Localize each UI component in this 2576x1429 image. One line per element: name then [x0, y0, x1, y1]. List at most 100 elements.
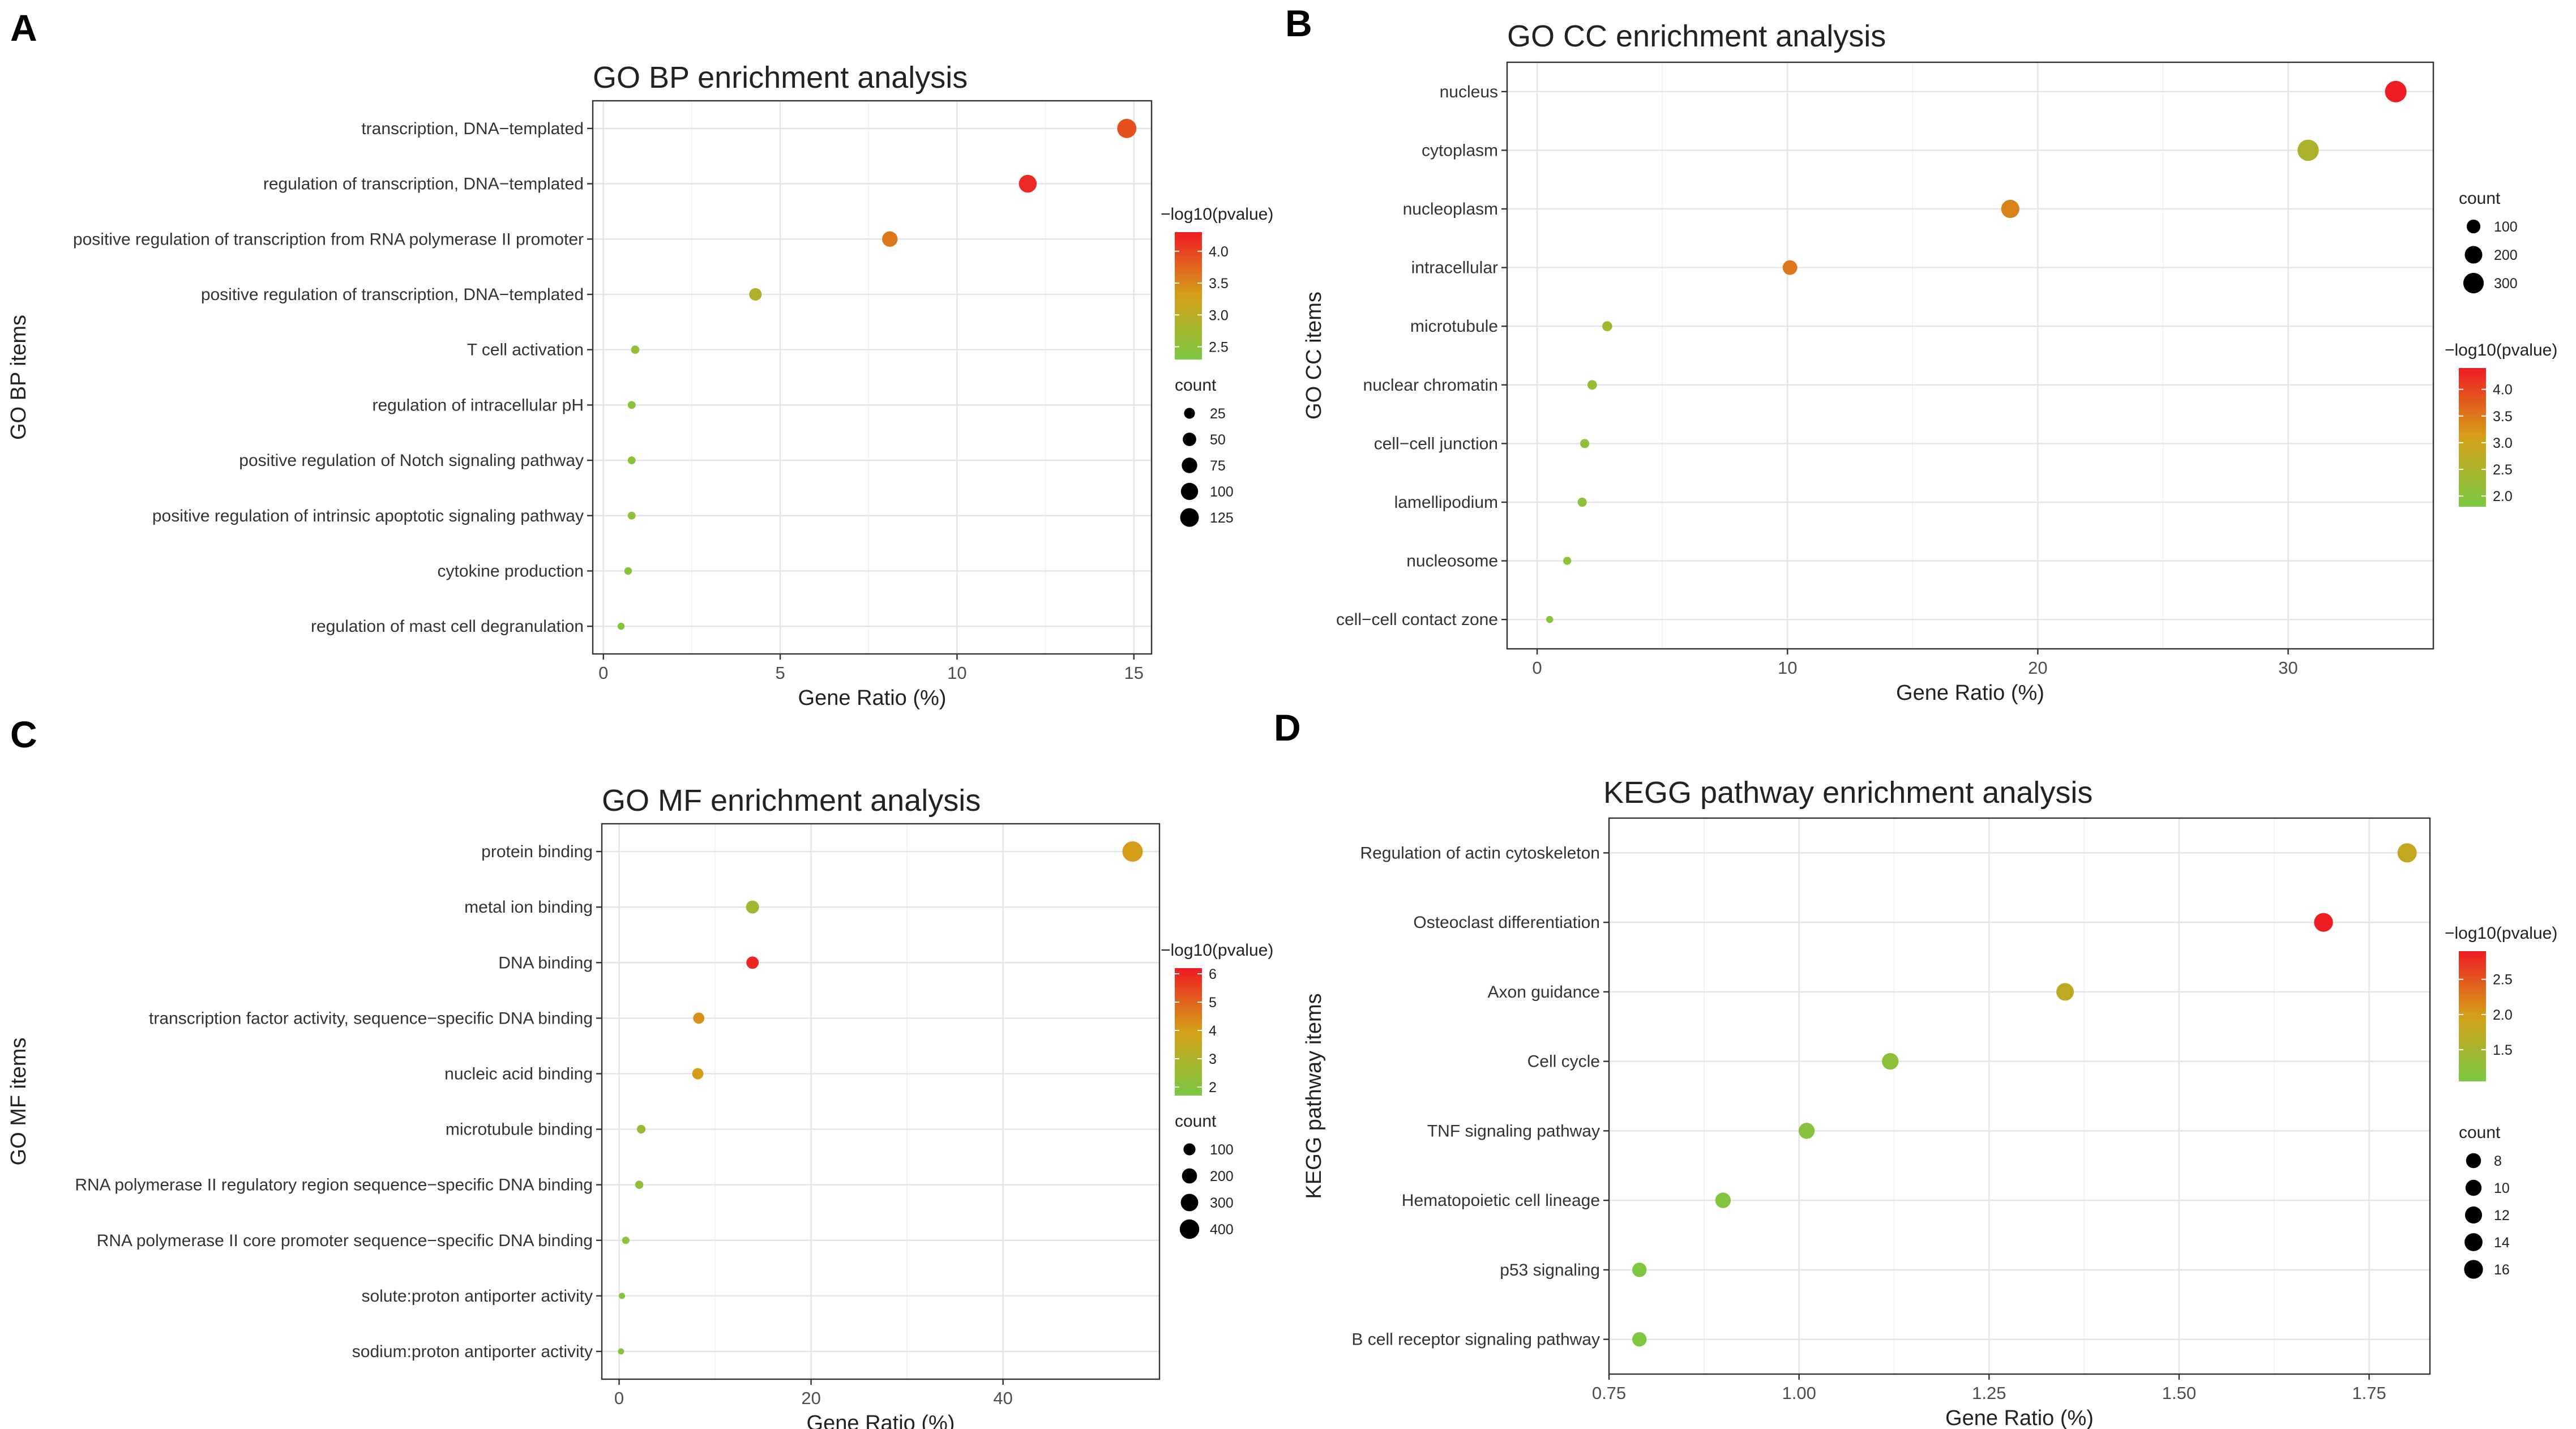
go-cc-x-tick-label: 0 [1532, 658, 1542, 678]
kegg-x-tick-label: 1.75 [2352, 1383, 2386, 1403]
go-cc-category-label: nucleus [1440, 83, 1498, 101]
go-bp-size-legend-title: count [1175, 376, 1217, 395]
go-cc-x-tick-label: 30 [2278, 658, 2297, 678]
kegg-category-label: Axon guidance [1488, 983, 1601, 1002]
go-mf-y-axis-title: GO MF items [7, 1038, 31, 1166]
go-cc-point [1602, 321, 1612, 332]
go-cc-category-label: cytoplasm [1422, 141, 1498, 160]
go-cc-size-legend-label: 300 [2494, 276, 2518, 292]
go-mf-x-axis-title: Gene Ratio (%) [807, 1411, 955, 1429]
kegg-x-tick-label: 1.25 [1972, 1383, 2006, 1403]
go-bp-size-legend-dot [1184, 408, 1195, 419]
go-cc-point [2385, 80, 2407, 102]
chart-go-mf: GO MF enrichment analysis 0 20 40 protein bi… [7, 784, 1273, 1429]
kegg-point [2314, 913, 2333, 932]
kegg-colorbar-label: 2.5 [2493, 972, 2513, 988]
go-bp-category-label: transcription, DNA−templated [361, 119, 584, 138]
go-bp-point [617, 622, 625, 630]
chart-go-cc: GO CC enrichment analysis 0 10 20 30 nucleus c… [1302, 19, 2557, 705]
go-cc-category-label: nuclear chromatin [1363, 376, 1498, 395]
go-mf-size-legend-label: 100 [1210, 1142, 1234, 1158]
go-mf-x-tick-label: 0 [614, 1388, 624, 1408]
kegg-colorbar [2459, 951, 2486, 1081]
go-mf-colorbar-label: 4 [1209, 1023, 1217, 1039]
go-bp-x-tick-label: 15 [1124, 663, 1144, 683]
kegg-size-legend-dot [2464, 1260, 2483, 1279]
go-bp-point [627, 401, 636, 409]
go-bp-category-label: regulation of mast cell degranulation [311, 617, 584, 636]
kegg-colorbar-label: 1.5 [2493, 1042, 2513, 1058]
go-cc-category-label: intracellular [1411, 259, 1498, 277]
go-bp-colorbar-label: 4.0 [1209, 244, 1229, 260]
kegg-y-axis-title: KEGG pathway items [1302, 993, 1326, 1199]
go-cc-point [1587, 380, 1597, 390]
go-cc-size-legend-label: 200 [2494, 247, 2518, 263]
go-cc-point [1546, 615, 1554, 623]
go-cc-category-label: cell−cell contact zone [1336, 610, 1498, 629]
go-cc-color-legend-title: −log10(pvalue) [2445, 341, 2557, 360]
go-bp-plot-border [592, 100, 1153, 655]
go-mf-category-label: sodium:proton antiporter activity [352, 1342, 593, 1361]
kegg-size-legend-dot [2464, 1206, 2483, 1224]
panel-letter-c: C [10, 713, 37, 755]
go-mf-colorbar-label: 3 [1209, 1051, 1217, 1067]
kegg-size-legend-label: 12 [2494, 1208, 2510, 1223]
go-bp-point [1117, 118, 1137, 138]
go-bp-title: GO BP enrichment analysis [593, 61, 968, 95]
go-bp-point [627, 456, 636, 465]
go-cc-point [1577, 497, 1587, 507]
kegg-point [1632, 1332, 1647, 1347]
go-mf-size-legend-dot [1180, 1193, 1199, 1212]
go-mf-size-legend-label: 300 [1210, 1195, 1234, 1211]
go-cc-point [1580, 439, 1590, 448]
go-bp-point [882, 231, 898, 247]
go-cc-size-legend-dot [2466, 219, 2481, 234]
go-mf-point [693, 1012, 705, 1024]
go-bp-x-tick-label: 0 [598, 663, 608, 683]
go-mf-point [635, 1180, 644, 1189]
go-mf-size-legend-label: 400 [1210, 1222, 1234, 1238]
go-cc-colorbar-label: 2.0 [2493, 489, 2513, 504]
kegg-size-legend-title: count [2459, 1123, 2501, 1142]
go-mf-category-label: DNA binding [498, 953, 593, 972]
go-mf-category-label: metal ion binding [464, 898, 593, 917]
go-mf-colorbar-label: 5 [1209, 995, 1217, 1011]
go-bp-category-label: regulation of transcription, DNA−templat… [263, 175, 584, 194]
go-bp-x-tick-label: 10 [947, 663, 966, 683]
go-mf-size-legend-label: 200 [1210, 1169, 1234, 1184]
go-mf-point [1122, 841, 1143, 862]
kegg-colorbar-label: 2.0 [2493, 1007, 2513, 1023]
kegg-category-label: Hematopoietic cell lineage [1402, 1191, 1600, 1210]
go-cc-title: GO CC enrichment analysis [1507, 19, 1886, 53]
go-bp-point [627, 511, 636, 520]
go-bp-point [749, 288, 762, 301]
kegg-color-legend-title: −log10(pvalue) [2445, 924, 2557, 943]
go-bp-category-label: positive regulation of transcription fro… [73, 230, 584, 249]
go-mf-point [619, 1293, 626, 1299]
go-cc-colorbar-label: 4.0 [2493, 382, 2513, 398]
go-mf-category-label: RNA polymerase II core promoter sequence… [97, 1231, 593, 1250]
go-bp-size-legend-label: 75 [1210, 458, 1226, 474]
go-cc-colorbar-label: 3.5 [2493, 409, 2513, 425]
kegg-category-label: Regulation of actin cytoskeleton [1360, 844, 1600, 862]
go-bp-point [624, 567, 632, 575]
go-bp-point [1019, 174, 1037, 193]
kegg-point [1798, 1123, 1815, 1139]
kegg-point [2397, 843, 2417, 863]
go-bp-size-legend-label: 100 [1210, 484, 1234, 500]
go-mf-color-legend-title: −log10(pvalue) [1161, 941, 1273, 960]
go-cc-y-axis-title: GO CC items [1302, 292, 1326, 420]
go-bp-color-legend-title: −log10(pvalue) [1161, 205, 1273, 224]
go-mf-category-label: transcription factor activity, sequence−… [149, 1009, 593, 1028]
go-bp-colorbar-label: 2.5 [1209, 340, 1229, 356]
go-mf-category-label: solute:proton antiporter activity [361, 1287, 593, 1306]
go-cc-size-legend-dot [2463, 272, 2484, 294]
kegg-category-label: TNF signaling pathway [1427, 1122, 1600, 1140]
go-cc-category-label: nucleoplasm [1403, 200, 1498, 219]
go-mf-point [636, 1124, 646, 1134]
go-cc-category-label: microtubule [1410, 317, 1498, 336]
go-bp-colorbar-label: 3.5 [1209, 276, 1229, 292]
go-mf-colorbar [1175, 968, 1202, 1096]
go-mf-plot-border [601, 823, 1161, 1380]
